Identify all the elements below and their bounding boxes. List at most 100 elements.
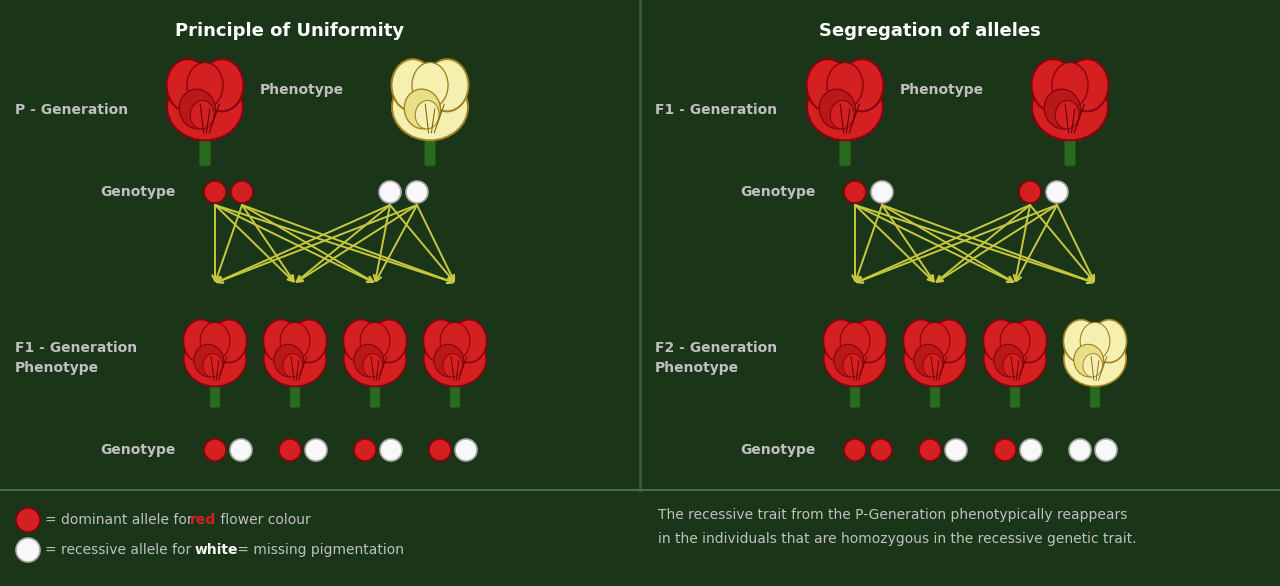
Ellipse shape (824, 332, 886, 386)
FancyBboxPatch shape (370, 380, 380, 408)
Ellipse shape (200, 322, 230, 360)
FancyBboxPatch shape (1064, 134, 1075, 166)
Circle shape (305, 439, 326, 461)
Text: Phenotype: Phenotype (15, 361, 99, 375)
Ellipse shape (440, 322, 470, 360)
Ellipse shape (983, 319, 1019, 363)
Circle shape (230, 181, 253, 203)
Circle shape (380, 439, 402, 461)
Ellipse shape (283, 353, 302, 377)
Text: F1 - Generation: F1 - Generation (655, 103, 777, 117)
Ellipse shape (904, 319, 938, 363)
Text: flower colour: flower colour (216, 513, 311, 527)
Ellipse shape (827, 63, 863, 108)
FancyBboxPatch shape (210, 380, 220, 408)
FancyBboxPatch shape (850, 380, 860, 408)
Ellipse shape (392, 74, 468, 141)
Ellipse shape (1080, 322, 1110, 360)
Text: Genotype: Genotype (740, 443, 815, 457)
Ellipse shape (1004, 353, 1023, 377)
Text: = recessive allele for: = recessive allele for (45, 543, 196, 557)
Circle shape (870, 181, 893, 203)
Text: Phenotype: Phenotype (260, 83, 344, 97)
Ellipse shape (851, 319, 887, 363)
Ellipse shape (1011, 319, 1047, 363)
Circle shape (355, 439, 376, 461)
FancyBboxPatch shape (200, 134, 211, 166)
Ellipse shape (412, 63, 448, 108)
Circle shape (15, 508, 40, 532)
Ellipse shape (833, 345, 864, 377)
Ellipse shape (1052, 63, 1088, 108)
Text: Genotype: Genotype (740, 185, 815, 199)
Circle shape (870, 439, 892, 461)
Text: Genotype: Genotype (100, 443, 175, 457)
Ellipse shape (1000, 322, 1030, 360)
Circle shape (406, 181, 428, 203)
Ellipse shape (806, 74, 883, 141)
Ellipse shape (932, 319, 966, 363)
Text: Phenotype: Phenotype (900, 83, 984, 97)
Ellipse shape (426, 59, 468, 111)
Circle shape (919, 439, 941, 461)
Text: red: red (189, 513, 216, 527)
Ellipse shape (1074, 345, 1103, 377)
FancyBboxPatch shape (929, 380, 940, 408)
Circle shape (279, 439, 301, 461)
Ellipse shape (452, 319, 486, 363)
Ellipse shape (1092, 319, 1126, 363)
Ellipse shape (184, 332, 246, 386)
Circle shape (1019, 181, 1041, 203)
Ellipse shape (292, 319, 326, 363)
Ellipse shape (364, 353, 383, 377)
Ellipse shape (1066, 59, 1108, 111)
Circle shape (15, 538, 40, 562)
Ellipse shape (819, 89, 855, 129)
Ellipse shape (191, 100, 214, 129)
Ellipse shape (193, 345, 224, 377)
Ellipse shape (179, 89, 215, 129)
Ellipse shape (183, 319, 219, 363)
Ellipse shape (1032, 59, 1074, 111)
Ellipse shape (201, 59, 243, 111)
Text: Phenotype: Phenotype (655, 361, 739, 375)
FancyBboxPatch shape (424, 134, 435, 166)
Circle shape (1020, 439, 1042, 461)
Ellipse shape (831, 100, 854, 129)
Ellipse shape (415, 100, 439, 129)
Ellipse shape (344, 332, 406, 386)
Ellipse shape (166, 74, 243, 141)
Circle shape (204, 181, 227, 203)
Text: Principle of Uniformity: Principle of Uniformity (175, 22, 404, 40)
Ellipse shape (1064, 319, 1098, 363)
Ellipse shape (204, 353, 223, 377)
Ellipse shape (823, 319, 859, 363)
Ellipse shape (1044, 89, 1080, 129)
Circle shape (230, 439, 252, 461)
FancyBboxPatch shape (840, 134, 851, 166)
Ellipse shape (264, 319, 298, 363)
Ellipse shape (424, 319, 458, 363)
Ellipse shape (211, 319, 247, 363)
Circle shape (379, 181, 401, 203)
FancyBboxPatch shape (289, 380, 300, 408)
Text: F2 - Generation: F2 - Generation (655, 341, 777, 355)
Ellipse shape (404, 89, 440, 129)
Ellipse shape (353, 345, 384, 377)
Ellipse shape (844, 353, 863, 377)
Ellipse shape (360, 322, 390, 360)
Ellipse shape (993, 345, 1024, 377)
Ellipse shape (1064, 332, 1126, 386)
Text: The recessive trait from the P-Generation phenotypically reappears
in the indivi: The recessive trait from the P-Generatio… (658, 508, 1137, 546)
Text: P - Generation: P - Generation (15, 103, 128, 117)
Ellipse shape (392, 59, 434, 111)
Ellipse shape (434, 345, 463, 377)
Ellipse shape (806, 59, 849, 111)
Ellipse shape (280, 322, 310, 360)
Circle shape (1069, 439, 1091, 461)
FancyBboxPatch shape (1010, 380, 1020, 408)
Ellipse shape (166, 59, 209, 111)
Ellipse shape (424, 332, 486, 386)
Text: = dominant allele for: = dominant allele for (45, 513, 197, 527)
Circle shape (1094, 439, 1117, 461)
